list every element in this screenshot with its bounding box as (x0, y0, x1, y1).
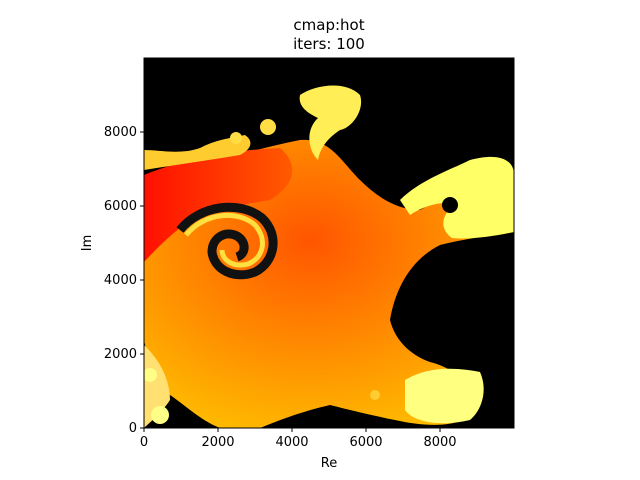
y-tick-label: 0 (129, 421, 137, 436)
fractal-top-bulb (299, 85, 362, 160)
fractal-spiral (176, 202, 278, 280)
fractal-spiral-glow (184, 212, 265, 268)
fractal-right-arm (400, 156, 514, 239)
x-axis-ticks: 0 2000 4000 6000 8000 (140, 428, 457, 450)
fractal-top-left-fringe (144, 135, 251, 170)
x-tick-label: 0 (140, 435, 148, 450)
x-tick-label: 4000 (275, 435, 308, 450)
y-axis-label: Im (80, 235, 95, 252)
fractal-satellite (370, 390, 380, 400)
plot-frame (143, 57, 515, 429)
chart-title: cmap:hot (293, 16, 364, 34)
chart-subtitle: iters: 100 (293, 35, 365, 53)
y-tick-label: 2000 (104, 347, 137, 362)
fractal-satellite (230, 132, 242, 144)
plot-area (144, 58, 514, 428)
fractal-right-hole (442, 197, 458, 213)
fractal-satellite (144, 368, 157, 382)
x-tick-label: 2000 (201, 435, 234, 450)
y-axis-ticks: 0 2000 4000 6000 8000 (104, 125, 144, 436)
fractal-lower-right-bulb (405, 368, 484, 424)
x-tick-label: 8000 (423, 435, 456, 450)
y-tick-label: 4000 (104, 273, 137, 288)
fractal-satellite (151, 406, 169, 424)
y-tick-label: 6000 (104, 199, 137, 214)
x-axis-label: Re (321, 456, 337, 471)
x-tick-label: 6000 (349, 435, 382, 450)
fractal-satellite (260, 119, 276, 135)
y-tick-label: 8000 (104, 125, 137, 140)
